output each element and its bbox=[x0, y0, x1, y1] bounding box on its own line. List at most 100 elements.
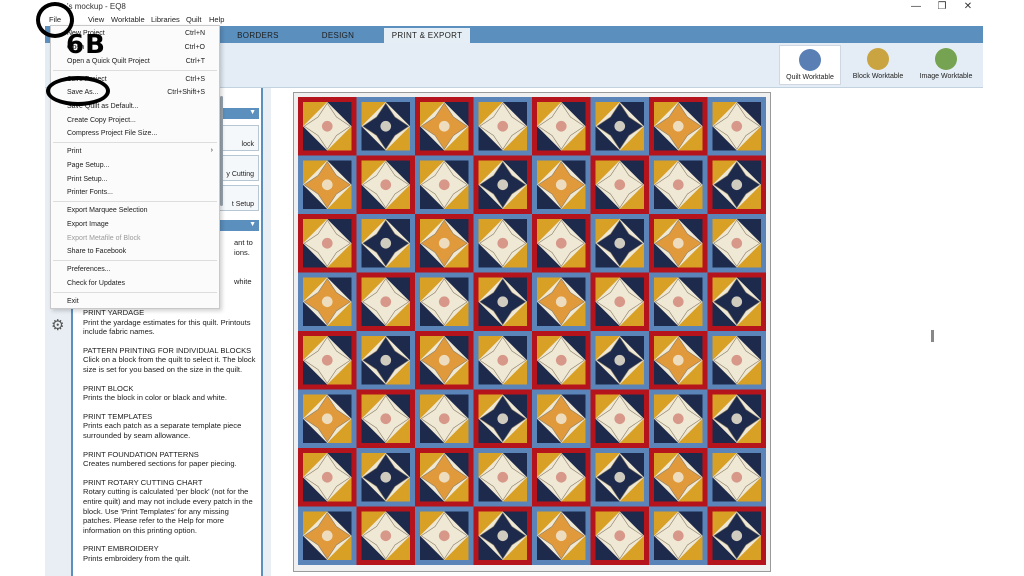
quilt-block[interactable] bbox=[649, 448, 708, 507]
file-menu-new-project[interactable]: New Project bbox=[67, 30, 105, 37]
quilt-block[interactable] bbox=[707, 506, 767, 566]
quilt-block[interactable] bbox=[415, 506, 474, 566]
quilt-block[interactable] bbox=[356, 389, 416, 449]
print-block-button[interactable]: lock bbox=[219, 125, 259, 151]
quilt-block[interactable] bbox=[356, 331, 416, 390]
tab-design[interactable]: DESIGN bbox=[321, 31, 355, 40]
quilt-block[interactable] bbox=[649, 389, 708, 449]
quilt-canvas[interactable] bbox=[293, 92, 771, 572]
quilt-block[interactable] bbox=[473, 389, 533, 449]
quilt-block[interactable] bbox=[298, 389, 357, 449]
quilt-block[interactable] bbox=[298, 97, 357, 156]
quilt-block[interactable] bbox=[707, 389, 767, 449]
menu-worktable[interactable]: Worktable bbox=[111, 15, 145, 24]
quilt-block[interactable] bbox=[532, 272, 591, 332]
maximize-button[interactable]: ❐ bbox=[937, 1, 947, 12]
quilt-block[interactable] bbox=[590, 389, 650, 449]
image-worktable-button[interactable]: Image Worktable bbox=[915, 45, 977, 85]
file-menu-create-copy[interactable]: Create Copy Project... bbox=[67, 117, 136, 124]
quilt-block[interactable] bbox=[707, 331, 767, 390]
rotary-cutting-button[interactable]: y Cutting bbox=[219, 155, 259, 181]
quilt-block[interactable] bbox=[532, 331, 591, 390]
quilt-block[interactable] bbox=[532, 506, 591, 566]
quilt-block[interactable] bbox=[473, 97, 533, 156]
quilt-block[interactable] bbox=[415, 448, 474, 507]
file-menu-save-default[interactable]: Save Quilt as Default... bbox=[67, 103, 139, 110]
quilt-block[interactable] bbox=[649, 155, 708, 215]
quilt-block[interactable] bbox=[590, 331, 650, 390]
page-setup-button[interactable]: t Setup bbox=[219, 185, 259, 211]
block-worktable-button[interactable]: Block Worktable bbox=[847, 45, 909, 85]
close-button[interactable]: ✕ bbox=[963, 1, 973, 12]
quilt-block[interactable] bbox=[473, 155, 533, 215]
file-menu-page-setup[interactable]: Page Setup... bbox=[67, 162, 110, 169]
quilt-block[interactable] bbox=[707, 272, 767, 332]
file-menu-open-quick-quilt[interactable]: Open a Quick Quilt Project bbox=[67, 58, 150, 65]
quilt-block[interactable] bbox=[649, 272, 708, 332]
file-menu-preferences[interactable]: Preferences... bbox=[67, 266, 111, 273]
quilt-block[interactable] bbox=[298, 331, 357, 390]
quilt-block[interactable] bbox=[473, 448, 533, 507]
menu-view[interactable]: View bbox=[88, 15, 105, 24]
quilt-block[interactable] bbox=[415, 97, 474, 156]
file-menu-export-marquee[interactable]: Export Marquee Selection bbox=[67, 207, 148, 214]
quilt-block[interactable] bbox=[473, 506, 533, 566]
quilt-block[interactable] bbox=[707, 97, 767, 156]
quilt-block[interactable] bbox=[298, 155, 357, 215]
quilt-block[interactable] bbox=[356, 97, 416, 156]
quilt-block[interactable] bbox=[532, 448, 591, 507]
quilt-block[interactable] bbox=[356, 506, 416, 566]
file-menu-share-facebook[interactable]: Share to Facebook bbox=[67, 248, 127, 255]
file-menu-open[interactable]: Open bbox=[67, 44, 85, 51]
file-menu-print-setup[interactable]: Print Setup... bbox=[67, 176, 108, 183]
quilt-block[interactable] bbox=[298, 272, 357, 332]
quilt-block[interactable] bbox=[473, 331, 533, 390]
quilt-block[interactable] bbox=[590, 448, 650, 507]
quilt-block[interactable] bbox=[590, 155, 650, 215]
quilt-block[interactable] bbox=[356, 272, 416, 332]
menu-quilt[interactable]: Quilt bbox=[186, 15, 202, 24]
quilt-block[interactable] bbox=[649, 506, 708, 566]
minimize-button[interactable]: — bbox=[911, 1, 921, 12]
file-menu-printer-fonts[interactable]: Printer Fonts... bbox=[67, 189, 113, 196]
quilt-block[interactable] bbox=[298, 448, 357, 507]
quilt-block[interactable] bbox=[415, 389, 474, 449]
file-menu-print[interactable]: Print bbox=[67, 148, 82, 155]
quilt-block[interactable] bbox=[590, 272, 650, 332]
quilt-block[interactable] bbox=[649, 214, 708, 273]
gear-icon[interactable]: ⚙ bbox=[51, 317, 65, 334]
quilt-block[interactable] bbox=[356, 214, 416, 273]
quilt-block[interactable] bbox=[649, 331, 708, 390]
quilt-block[interactable] bbox=[532, 389, 591, 449]
quilt-block[interactable] bbox=[298, 506, 357, 566]
quilt-block[interactable] bbox=[532, 155, 591, 215]
quilt-block[interactable] bbox=[707, 448, 767, 507]
tab-print-export[interactable]: PRINT & EXPORT bbox=[384, 28, 470, 43]
file-menu-export-image[interactable]: Export Image bbox=[67, 221, 109, 228]
quilt-block[interactable] bbox=[298, 214, 357, 273]
quilt-block[interactable] bbox=[473, 214, 533, 273]
tab-borders[interactable]: BORDERS bbox=[237, 31, 279, 40]
quilt-worktable-button[interactable]: Quilt Worktable bbox=[779, 45, 841, 85]
quilt-block[interactable] bbox=[473, 272, 533, 332]
menu-libraries[interactable]: Libraries bbox=[151, 15, 180, 24]
quilt-block[interactable] bbox=[415, 331, 474, 390]
quilt-block[interactable] bbox=[707, 214, 767, 273]
panel-splitter[interactable] bbox=[263, 88, 271, 576]
quilt-block[interactable] bbox=[590, 214, 650, 273]
main-vertical-scrollbar[interactable] bbox=[931, 330, 934, 342]
quilt-block[interactable] bbox=[415, 155, 474, 215]
quilt-block[interactable] bbox=[532, 97, 591, 156]
quilt-block[interactable] bbox=[590, 506, 650, 566]
quilt-block[interactable] bbox=[590, 97, 650, 156]
quilt-block[interactable] bbox=[415, 214, 474, 273]
quilt-block[interactable] bbox=[356, 448, 416, 507]
quilt-block[interactable] bbox=[649, 97, 708, 156]
menu-help[interactable]: Help bbox=[209, 15, 225, 24]
quilt-block[interactable] bbox=[415, 272, 474, 332]
file-menu-compress[interactable]: Compress Project File Size... bbox=[67, 130, 158, 137]
file-menu-check-updates[interactable]: Check for Updates bbox=[67, 280, 125, 287]
quilt-design[interactable] bbox=[298, 97, 768, 569]
panel-scrollbar[interactable] bbox=[220, 96, 223, 206]
quilt-block[interactable] bbox=[532, 214, 591, 273]
